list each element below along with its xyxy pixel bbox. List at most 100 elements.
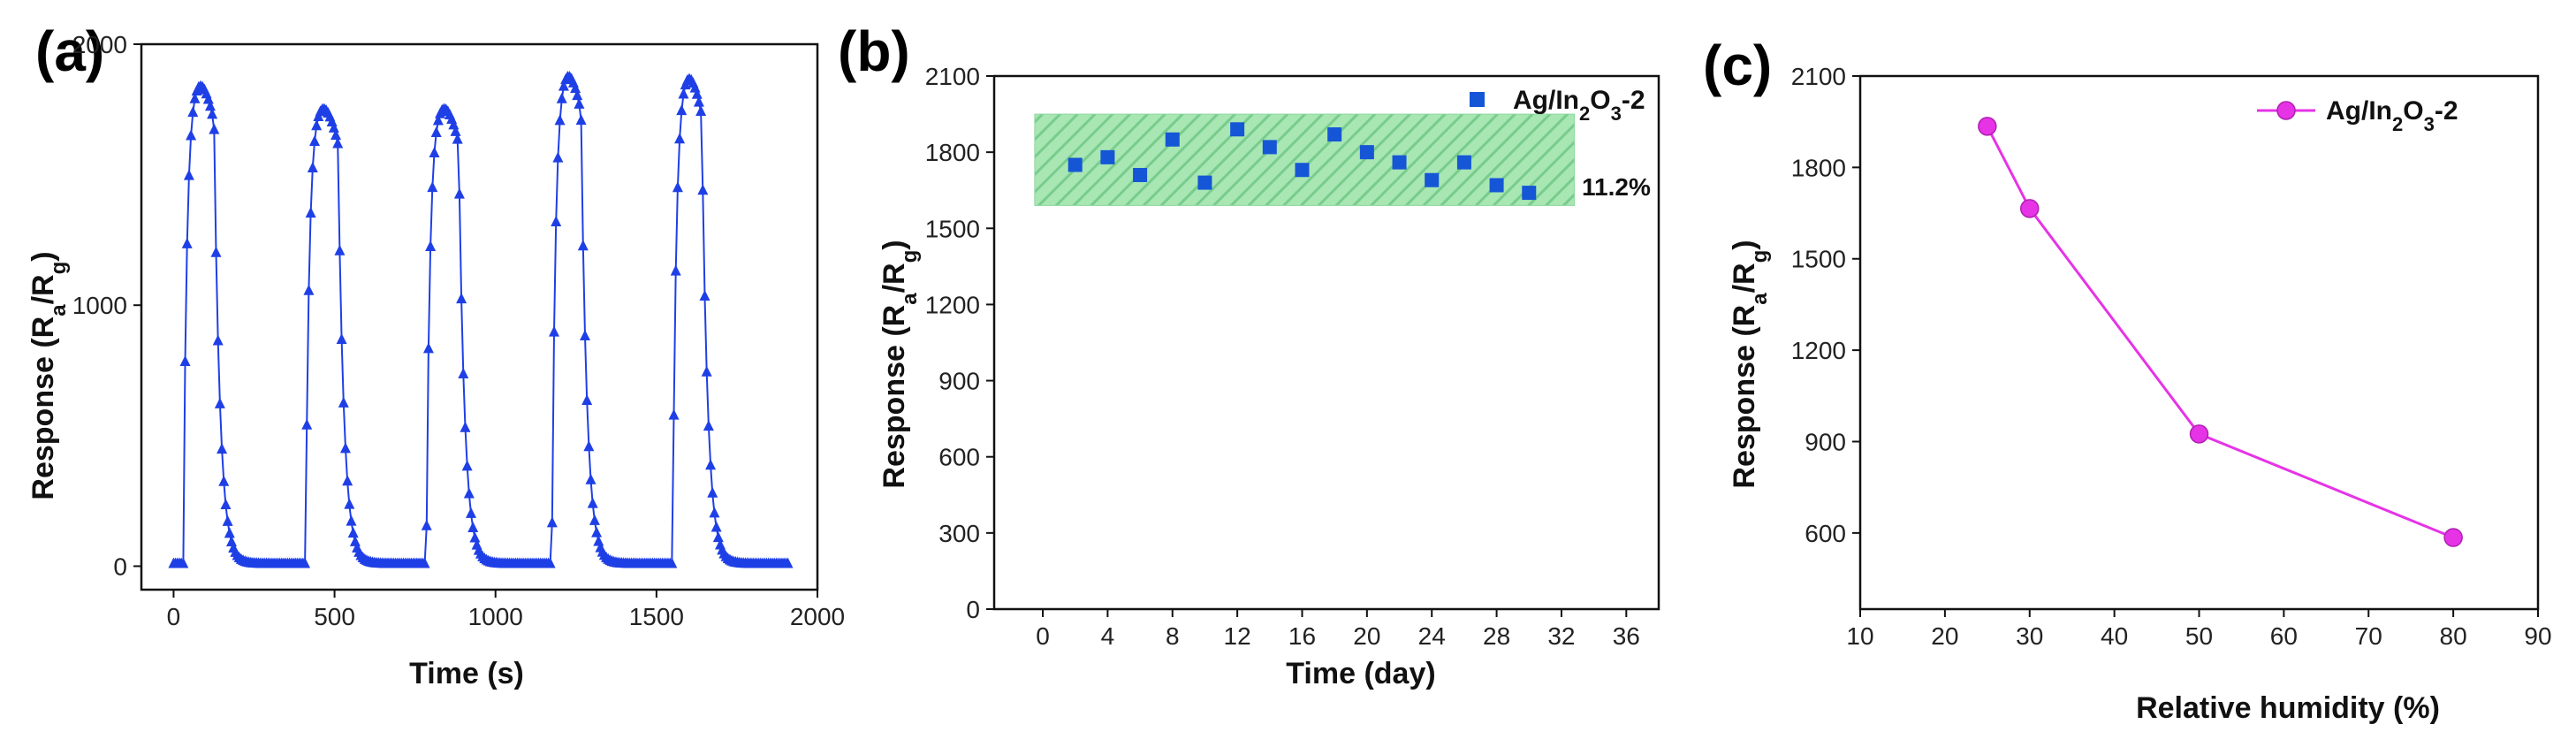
panel-a-data-point <box>178 557 189 568</box>
panel-a-data-point <box>303 284 315 295</box>
panel-a-data-point <box>463 487 475 499</box>
panel-a-xtick-label: 2000 <box>790 603 845 630</box>
panel-a-data-point <box>591 526 603 538</box>
panel-b-ytick-label: 1200 <box>925 291 980 318</box>
panel-a-data-point <box>695 105 707 117</box>
panel-b-frame <box>992 74 1660 611</box>
panel-a-data-point <box>712 531 724 543</box>
panel-a-data-point <box>703 420 714 431</box>
panel-b-ytick-label: 0 <box>966 596 980 623</box>
panel-a-data-point <box>456 293 467 304</box>
panel-a-data-point <box>183 169 194 180</box>
panel-a-data-point <box>554 114 566 126</box>
panel-b-data-point <box>1359 145 1374 160</box>
panel-a-data-point <box>218 475 230 486</box>
panel-c-ytick-label: 1200 <box>1791 337 1846 364</box>
panel-a-data-point <box>701 365 712 377</box>
panel-b-ytick-label: 900 <box>938 368 980 395</box>
panel-a-data-point <box>676 104 688 116</box>
panel-b-legend: Ag/In2O3-2 <box>1470 86 1645 125</box>
panel-c-axes: 10 20 30 40 50 60 70 80 90 600 900 1200 1500 1800 2100 <box>1791 63 2552 650</box>
panel-c-xtick-label: 10 <box>1846 622 1873 650</box>
panel-a-data-point <box>202 93 214 104</box>
panel-c-frame <box>1858 74 2540 611</box>
panel-b-variation-band <box>1034 113 1576 206</box>
panel-a-data-point <box>224 527 235 538</box>
panel-a-data-point <box>430 126 442 137</box>
panel-a-data-point <box>220 499 232 510</box>
panel-a-data-point <box>707 486 718 498</box>
panel-a-data-point <box>581 394 593 406</box>
panel-a-data-point <box>467 521 479 532</box>
panel-a-data-point <box>699 289 710 301</box>
panel-a-data-point <box>460 421 471 432</box>
panel-b-ytick-label: 1800 <box>925 139 980 166</box>
panel-a-data-point <box>577 240 589 251</box>
panel-c-data-point <box>2443 528 2463 547</box>
panel-b-data-point <box>1489 178 1504 193</box>
panel-b-data-point <box>1068 157 1083 172</box>
panel-a-data-point <box>432 114 444 126</box>
panel-a-data-point <box>209 123 220 134</box>
panel-c-xtick-label: 20 <box>1931 622 1958 650</box>
panel-a-xtick-label: 1500 <box>629 603 684 630</box>
panel-b-data-point <box>1262 140 1277 155</box>
panel-a-data-point <box>558 80 569 91</box>
panel-a-data-point <box>422 342 434 354</box>
panel-label-b: (b) <box>838 19 910 83</box>
panel-a-data-point <box>552 151 564 163</box>
panel-b-data-point <box>1327 127 1342 142</box>
panel-b-data-point <box>1425 172 1440 187</box>
panel-b-data-point <box>1456 155 1471 170</box>
panel-b-data-point <box>1197 175 1212 190</box>
panel-b-ytick-label: 2100 <box>925 63 980 90</box>
panel-b-xlabel: Time (day) <box>1286 657 1435 690</box>
panel-a-data-point <box>450 125 461 136</box>
panel-a-data-point <box>448 118 460 130</box>
panel-c-ytick-label: 1800 <box>1791 154 1846 181</box>
panel-a-data-point <box>210 246 222 257</box>
panel-c-xtick-label: 70 <box>2355 622 2382 650</box>
panel-c-xtick-label: 40 <box>2101 622 2128 650</box>
panel-a-data-point <box>217 443 228 454</box>
panel-b-xtick-label: 20 <box>1353 622 1380 650</box>
panel-a-data-point <box>212 334 224 346</box>
panel-a: (a) 0 500 1000 1500 2000 0 1000 2000 Time (s) R… <box>27 19 845 690</box>
panel-a-data-point <box>207 108 218 119</box>
panel-a-data-point <box>308 135 320 147</box>
panel-b-data-point <box>1295 163 1310 178</box>
panel-a-data-point <box>305 207 316 218</box>
panel-b-xtick-label: 28 <box>1483 622 1510 650</box>
panel-a-data-point <box>693 95 704 107</box>
panel-a-axes: 0 500 1000 1500 2000 0 1000 2000 <box>72 31 845 630</box>
panel-b-data-point <box>1100 149 1115 164</box>
panel-b-legend-marker <box>1470 92 1485 107</box>
panel-a-data-point <box>544 557 556 568</box>
panel-a-data-point <box>222 515 233 526</box>
panel-a-data-point <box>674 133 686 144</box>
panel-a-data-point <box>556 92 567 103</box>
panel-a-data-point <box>334 244 346 255</box>
panel-b: (b) 0 4 8 12 16 20 24 28 32 36 0 300 600 900 1200 1500 1… <box>838 19 1660 690</box>
panel-a-data-point <box>332 137 344 149</box>
panel-a-data-point <box>301 418 313 430</box>
panel-a-data-point <box>307 162 318 173</box>
panel-a-ytick-label: 1000 <box>72 292 127 319</box>
panel-c-xlabel: Relative humidity (%) <box>2136 691 2440 725</box>
panel-a-data-point <box>344 498 355 509</box>
panel-a-data-point <box>579 330 590 341</box>
panel-a-data-point <box>186 129 197 141</box>
panel-b-xtick-label: 36 <box>1613 622 1640 650</box>
panel-a-data-point <box>570 82 581 94</box>
panel-a-data-point <box>452 133 463 144</box>
panel-c-ytick-label: 900 <box>1805 428 1846 455</box>
panel-b-variation-annotation: 11.2% <box>1582 173 1651 201</box>
panel-c-xtick-label: 30 <box>2016 622 2043 650</box>
panel-a-ylabel: Response (Ra/Rg) <box>27 251 71 499</box>
panel-a-data-point <box>347 527 359 538</box>
panel-b-xtick-label: 4 <box>1101 622 1115 650</box>
panel-c-legend-label: Ag/In2O3-2 <box>2326 96 2458 135</box>
panel-a-data-point <box>342 475 353 486</box>
panel-b-xtick-label: 8 <box>1166 622 1180 650</box>
panel-c-xtick-label: 50 <box>2185 622 2213 650</box>
